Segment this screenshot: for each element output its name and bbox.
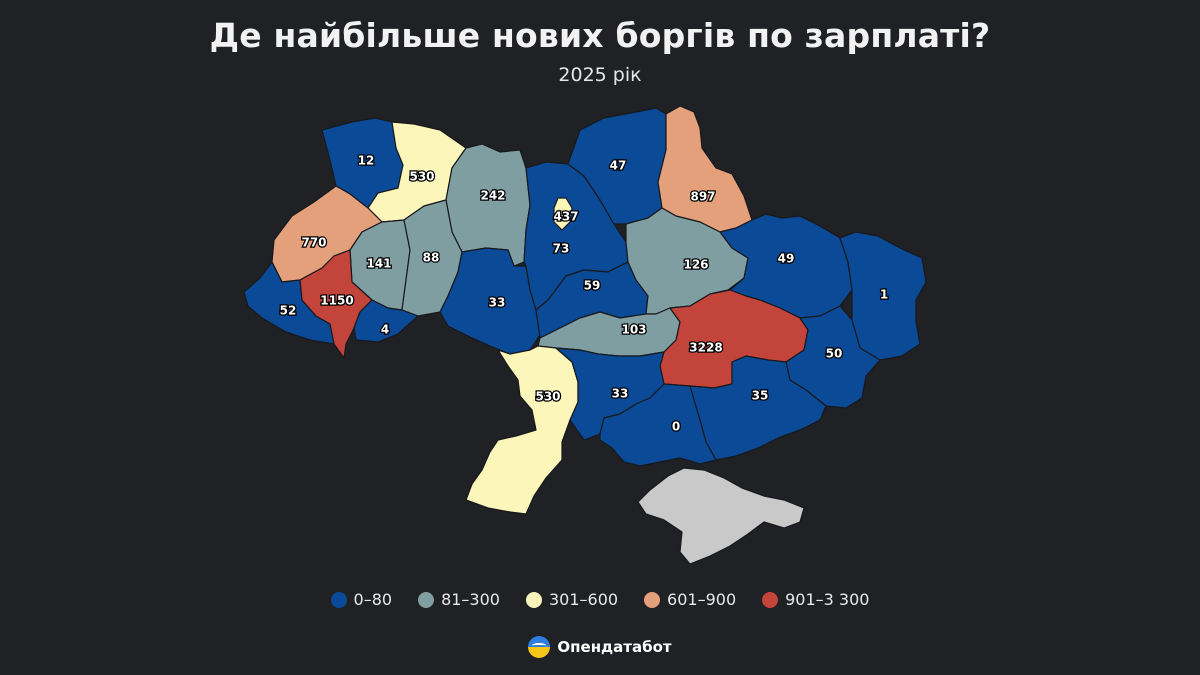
label-sumy: 897 [690, 190, 715, 204]
label-ternopil: 141 [366, 257, 391, 271]
region-chernivtsi [353, 299, 419, 343]
label-volyn: 12 [358, 154, 375, 168]
label-vinnytsia: 33 [489, 296, 506, 310]
legend-item-901-3300: 901–3 300 [762, 590, 869, 609]
label-mykolaiv: 33 [612, 387, 629, 401]
legend: 0–80 81–300 301–600 601–900 901–3 300 [0, 590, 1200, 609]
map-title: Де найбільше нових боргів по зарплаті? [209, 16, 991, 55]
legend-swatch [762, 591, 779, 608]
label-kyiv-oblast: 73 [553, 242, 570, 256]
label-rivne: 530 [409, 170, 434, 184]
label-lviv: 770 [301, 236, 326, 250]
opendatabot-logo-icon [528, 636, 551, 658]
legend-label: 601–900 [667, 590, 737, 609]
legend-label: 301–600 [548, 590, 619, 609]
region-luhansk [839, 231, 927, 361]
brand: Опендатабот [0, 636, 1200, 658]
map-subtitle: 2025 рік [558, 64, 642, 86]
legend-item-81-300: 81–300 [418, 590, 500, 609]
region-kyiv-city [553, 197, 573, 231]
brand-name: Опендатабот [557, 638, 672, 656]
label-ivano-frankivsk: 1150 [320, 294, 353, 308]
label-khmelnytskyi: 88 [423, 251, 440, 265]
label-chernivtsi: 4 [381, 323, 389, 337]
label-cherkasy: 59 [584, 279, 601, 293]
legend-label: 901–3 300 [785, 590, 870, 609]
legend-swatch [418, 591, 435, 608]
label-luhansk: 1 [880, 288, 888, 302]
label-zaporizhzhia: 35 [752, 389, 769, 403]
legend-item-301-600: 301–600 [525, 590, 619, 609]
region-donetsk [785, 305, 881, 409]
label-zakarpattia: 52 [280, 304, 297, 318]
label-poltava: 126 [683, 258, 708, 272]
label-kirovohrad: 103 [621, 323, 646, 337]
label-chernihiv: 47 [610, 159, 627, 173]
legend-swatch [330, 591, 347, 608]
legend-label: 0–80 [353, 590, 393, 609]
label-dnipropetrovsk: 3228 [689, 341, 722, 355]
region-odesa [465, 345, 579, 515]
legend-swatch [525, 591, 542, 608]
label-odesa: 530 [535, 390, 560, 404]
label-kyiv-city: 437 [553, 210, 578, 224]
label-donetsk: 50 [826, 347, 843, 361]
legend-item-0-80: 0–80 [330, 590, 393, 609]
region-kherson [599, 383, 717, 467]
legend-label: 81–300 [441, 590, 500, 609]
label-zhytomyr: 242 [480, 189, 505, 203]
legend-swatch [644, 591, 661, 608]
label-kharkiv: 49 [778, 252, 795, 266]
label-kherson: 0 [672, 420, 680, 434]
region-crimea [637, 467, 805, 565]
legend-item-601-900: 601–900 [644, 590, 736, 609]
